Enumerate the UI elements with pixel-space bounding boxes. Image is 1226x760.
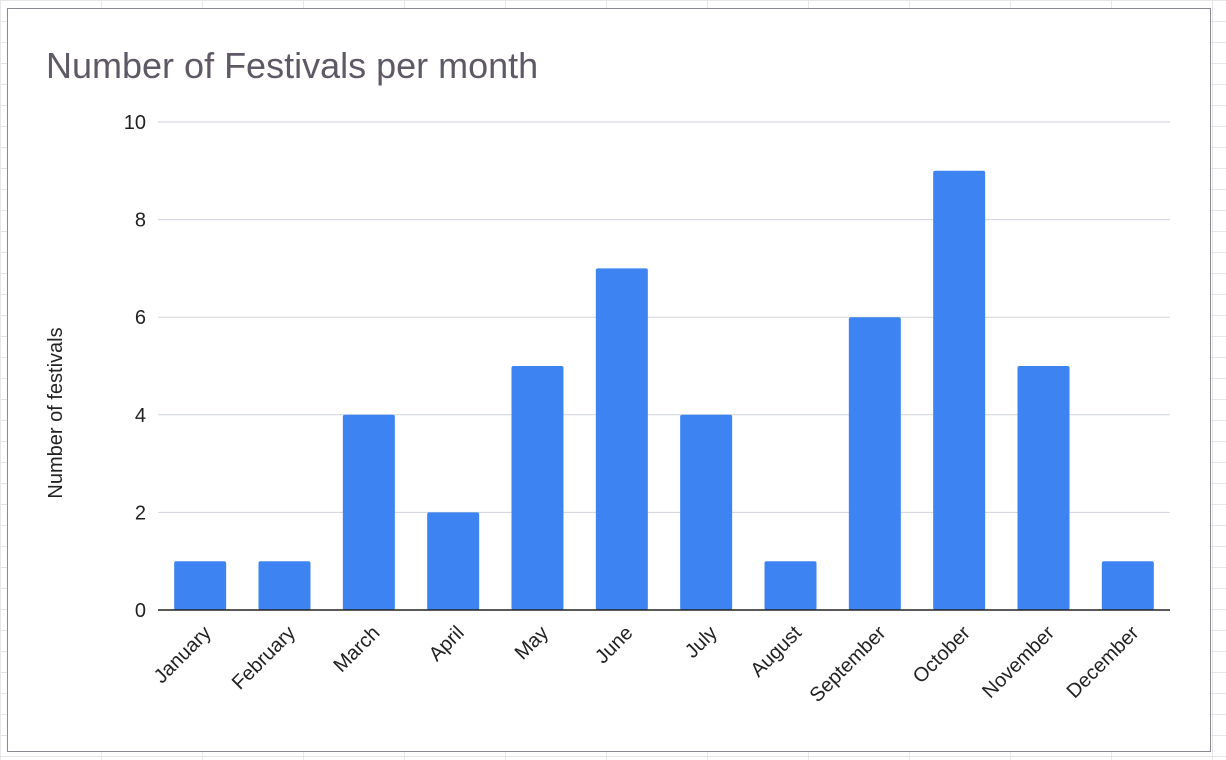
bar-december[interactable]: [1101, 561, 1154, 610]
bar-february[interactable]: [258, 561, 311, 610]
bar-november[interactable]: [1017, 366, 1070, 610]
y-tick-label: 10: [124, 112, 146, 134]
y-tick-label: 0: [135, 600, 146, 622]
bar-april[interactable]: [427, 512, 480, 610]
y-tick-label: 6: [135, 307, 146, 329]
y-tick-label: 4: [135, 405, 146, 427]
x-tick-label: March: [330, 622, 385, 677]
x-tick-label: July: [681, 622, 722, 663]
x-tick-label: November: [978, 622, 1059, 703]
x-tick-label: October: [909, 622, 975, 688]
x-tick-label: June: [591, 622, 637, 668]
gridlines: [158, 121, 1170, 513]
y-axis-label: Number of festivals: [45, 327, 67, 498]
x-tick-label: December: [1063, 622, 1144, 703]
bar-september[interactable]: [848, 317, 901, 610]
x-tick-label: January: [150, 622, 216, 688]
bar-july[interactable]: [680, 414, 733, 610]
y-tick-label: 8: [135, 210, 146, 232]
bars: [174, 170, 1154, 611]
bar-march[interactable]: [342, 414, 395, 610]
x-tick-label: April: [425, 622, 469, 666]
bar-june[interactable]: [595, 268, 648, 610]
x-tick-label: September: [806, 622, 891, 707]
y-tick-label: 2: [135, 502, 146, 524]
bar-may[interactable]: [511, 366, 564, 610]
bar-october[interactable]: [933, 170, 986, 611]
x-tick-label: February: [228, 622, 300, 694]
chart-title: Number of Festivals per month: [46, 45, 539, 86]
x-tick-label: August: [746, 622, 806, 682]
x-tick-label: May: [511, 622, 553, 664]
chart-card[interactable]: Number of Festivals per month: [7, 8, 1211, 752]
bar-january[interactable]: [174, 561, 227, 610]
bar-august[interactable]: [764, 561, 817, 610]
